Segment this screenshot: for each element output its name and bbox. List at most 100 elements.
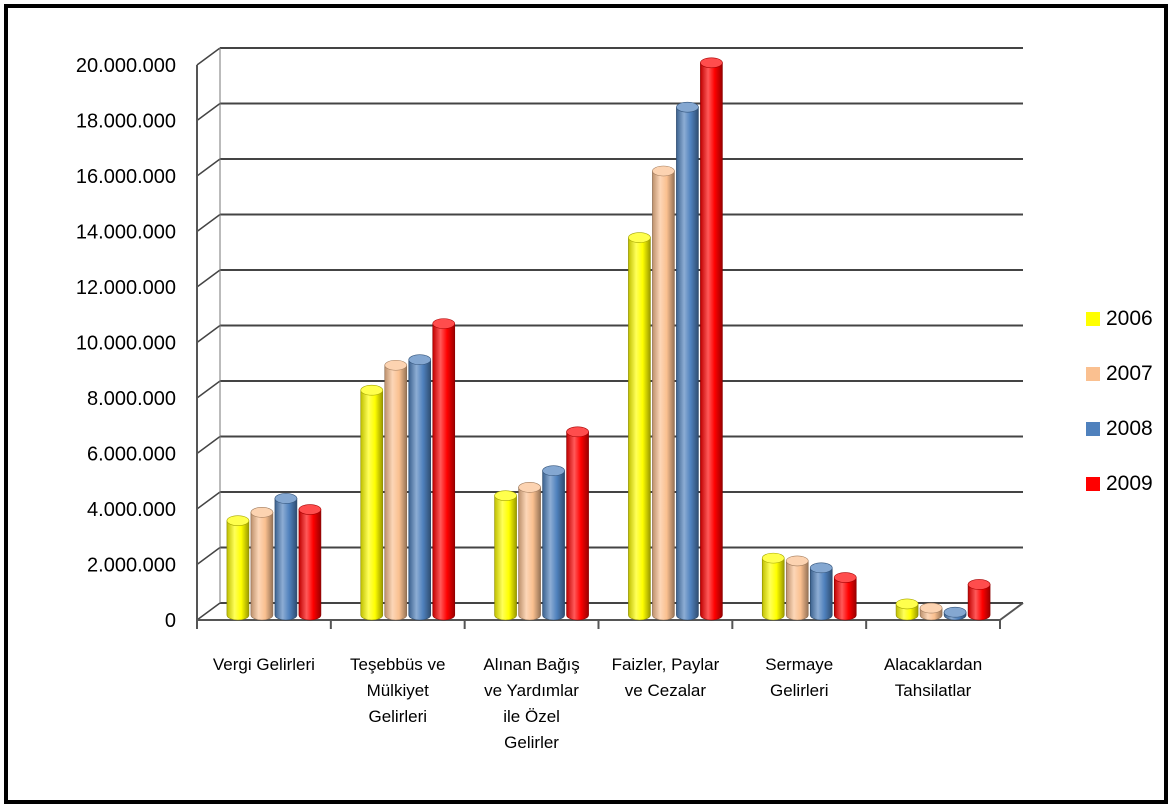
legend-swatch [1086, 477, 1100, 491]
x-axis-category-labels: Vergi Gelirleri Teşebbüs ve Mülkiyet Gelirl… [213, 655, 982, 752]
gridline-depth [196, 324, 221, 344]
bar [432, 318, 456, 621]
bar-body [494, 495, 517, 621]
bar-body [967, 584, 991, 621]
gridline-depth [196, 546, 221, 566]
x-category-label-line: Gelirleri [368, 707, 427, 726]
bar-top [700, 57, 723, 69]
bar-body [700, 62, 723, 621]
y-tick-label: 10.000.000 [76, 333, 176, 355]
bar-top [360, 384, 384, 396]
legend-swatch [1086, 367, 1100, 381]
bar [542, 465, 565, 621]
bar-top [274, 493, 298, 504]
bar [360, 384, 384, 621]
bar [833, 572, 857, 621]
bar-top [833, 572, 857, 583]
bar-top [967, 579, 991, 590]
x-category-label-line: Mülkiyet [367, 681, 430, 700]
bars [226, 57, 991, 621]
bar [494, 490, 517, 621]
bar [919, 602, 943, 621]
x-category-label: Vergi Gelirleri [213, 655, 315, 674]
bar-top [919, 602, 943, 614]
bar-top [676, 101, 699, 113]
bar-top [432, 318, 456, 329]
x-category-label: Faizler, Paylar ve Cezalar [612, 655, 720, 700]
bar [967, 579, 991, 621]
bar-body [432, 323, 456, 621]
bar-body [833, 577, 857, 621]
gridlines [196, 47, 1023, 621]
y-axis-tick-labels: 0 2.000.000 4.000.000 6.000.000 8.000.000 10.… [76, 55, 176, 632]
gridline-depth [196, 491, 221, 510]
bar-top [518, 482, 541, 493]
bar-top [494, 490, 517, 501]
legend-label: 2006 [1106, 307, 1153, 330]
x-category-label-line: Faizler, Paylar [612, 655, 720, 674]
bar [566, 426, 589, 621]
bar [274, 493, 298, 621]
y-tick-label: 16.000.000 [76, 166, 176, 188]
bar-body [274, 498, 298, 621]
bar-body [384, 364, 408, 621]
x-category-label: Alacaklardan Tahsilatlar [884, 655, 982, 700]
gridline-depth [196, 435, 221, 455]
bar-top [408, 354, 432, 366]
y-tick-label: 2.000.000 [87, 555, 176, 577]
bar-body [566, 431, 589, 621]
y-tick-label: 8.000.000 [87, 388, 176, 410]
x-category-label-line: Alacaklardan [884, 655, 982, 674]
bar-body [226, 520, 250, 621]
bar [895, 598, 919, 621]
bar [652, 165, 675, 621]
axes [196, 48, 1024, 629]
legend-label: 2008 [1106, 417, 1153, 440]
bar [785, 555, 809, 621]
bar-body [518, 487, 541, 621]
gridline-depth [196, 602, 221, 621]
gridline-depth [196, 213, 221, 233]
bar-top [628, 232, 651, 243]
gridline-depth [196, 269, 221, 288]
y-tick-label: 12.000.000 [76, 277, 176, 299]
bar [384, 359, 408, 621]
x-category-label-line: Gelirler [504, 733, 559, 752]
bar [676, 101, 699, 621]
bar-top [566, 426, 589, 438]
bar-body [676, 106, 699, 621]
x-category-label-line: ve Cezalar [625, 681, 707, 700]
bar-body [785, 560, 809, 621]
bar-top [943, 606, 967, 618]
bar [250, 507, 274, 621]
bar-top [226, 515, 250, 526]
y-tick-label: 0 [165, 610, 176, 632]
bar-body [809, 567, 833, 621]
bar-body [250, 512, 274, 621]
x-category-label: Sermaye Gelirleri [765, 655, 833, 700]
bar-top [785, 555, 809, 567]
legend-swatch [1086, 422, 1100, 436]
bar [809, 562, 833, 621]
bar-body [652, 170, 675, 621]
bar-top [809, 562, 833, 574]
gridline-depth [196, 102, 221, 122]
bar [943, 606, 967, 621]
bar-body [360, 389, 384, 621]
x-category-label-line: ve Yardımlar [484, 681, 579, 700]
x-category-label-line: Tahsilatlar [895, 681, 972, 700]
bar [226, 515, 250, 621]
y-tick-label: 4.000.000 [87, 499, 176, 521]
x-category-label-line: Teşebbüs ve [350, 655, 445, 674]
bar-top [652, 165, 675, 177]
bar-top [542, 465, 565, 477]
bar-body [408, 359, 432, 621]
bar [628, 232, 651, 621]
x-category-label: Alınan Bağış ve Yardımlar ile Özel Gelirler [483, 655, 579, 752]
gridline-depth [196, 158, 221, 177]
y-tick-label: 18.000.000 [76, 111, 176, 133]
bar [700, 57, 723, 621]
legend-label: 2009 [1106, 472, 1153, 495]
floor-edge [999, 602, 1024, 621]
